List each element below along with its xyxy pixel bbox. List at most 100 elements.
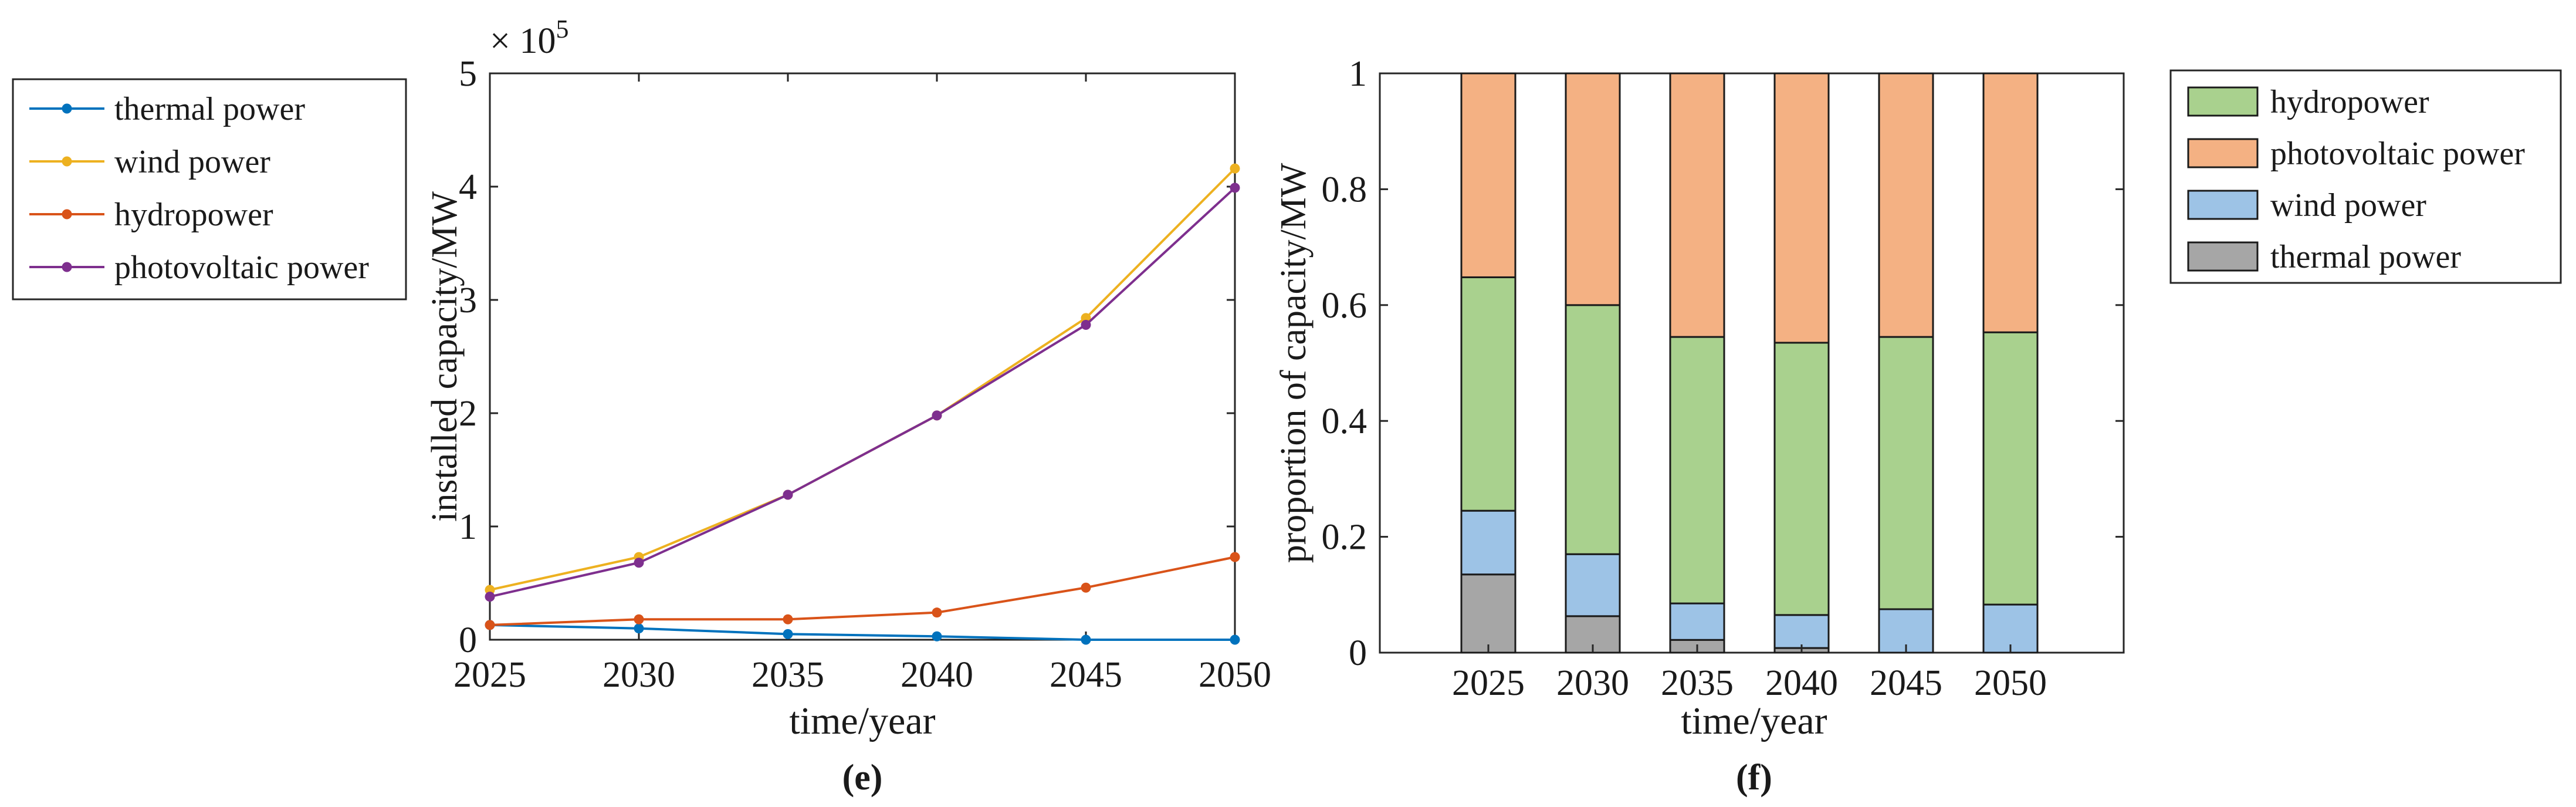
y-axis-label: proportion of capacity/MW (1274, 163, 1314, 563)
y-exponent-label: × 105 (490, 15, 568, 61)
bar-segment-wind-power (1460, 509, 1517, 576)
y-tick-label: 1 (459, 507, 477, 547)
data-point-thermal-power (634, 623, 644, 634)
series-line-thermal-power (489, 623, 1235, 641)
legend: hydropower photovoltaic power wind power th… (2169, 69, 2562, 284)
legend-item-hydropower: hydropower (29, 197, 273, 233)
legend-label: wind power (2270, 187, 2426, 224)
data-point-photovoltaic-power (485, 592, 495, 602)
data-point-thermal-power (1081, 634, 1091, 645)
x-tick-label: 2030 (1556, 663, 1629, 703)
legend-label: photovoltaic power (2270, 136, 2525, 172)
legend-item-thermal-power: thermal power (2187, 239, 2461, 275)
data-point-hydropower (783, 614, 793, 624)
y-tick-label: 0.8 (1322, 170, 1367, 210)
data-point-hydropower (1230, 552, 1240, 562)
x-tick-label: 2050 (1974, 663, 2047, 703)
bar-segment-photovoltaic-power (1982, 72, 2039, 333)
bar-segment-thermal-power (1460, 573, 1517, 654)
legend: thermal power wind power hydropower photovo… (12, 78, 407, 300)
panel-label-e: (e) (842, 758, 883, 798)
legend-swatch (2187, 138, 2259, 168)
legend-swatch-marker (62, 262, 72, 272)
x-tick-label: 2040 (901, 655, 973, 695)
data-point-wind-power (1230, 163, 1240, 174)
bar-segment-wind-power (1565, 553, 1621, 617)
data-point-thermal-power (1230, 634, 1240, 645)
data-point-photovoltaic-power (1081, 319, 1091, 330)
data-point-thermal-power (783, 629, 793, 639)
legend-label: hydropower (114, 197, 273, 233)
x-tick-label: 2035 (752, 655, 824, 695)
bar-segment-hydropower (1878, 336, 1934, 610)
bar-segment-photovoltaic-power (1460, 72, 1517, 278)
legend-swatch (2187, 86, 2259, 117)
bar-segment-photovoltaic-power (1878, 72, 1934, 338)
y-exponent-base: × 10 (490, 21, 556, 61)
y-tick-label: 0.6 (1322, 286, 1367, 326)
data-point-hydropower (485, 620, 495, 630)
data-point-hydropower (634, 614, 644, 624)
data-point-photovoltaic-power (1230, 183, 1240, 193)
bar-segment-hydropower (1669, 336, 1725, 605)
bar-segment-wind-power (1773, 614, 1830, 649)
legend-item-wind-power: wind power (2187, 187, 2426, 224)
data-point-photovoltaic-power (932, 410, 942, 421)
series-line-hydropower (489, 556, 1235, 626)
legend-swatch (2187, 241, 2259, 272)
x-axis-label: time/year (789, 700, 935, 742)
y-tick-label: 0 (1349, 633, 1367, 673)
stacked-bar-chart-panel: 0 0.2 0.4 0.6 0.8 1 2025 2030 2035 2040 2045 2050 ti… (1274, 54, 2562, 798)
panel-label-f: (f) (1736, 758, 1772, 798)
legend-swatch-marker (62, 209, 72, 220)
y-tick-label: 5 (459, 54, 477, 94)
legend-label: hydropower (2270, 84, 2429, 120)
legend-swatch (2187, 190, 2259, 220)
legend-item-thermal-power: thermal power (29, 91, 305, 127)
legend-item-photovoltaic-power: photovoltaic power (2187, 136, 2525, 172)
data-point-photovoltaic-power (783, 489, 793, 500)
x-axis-label: time/year (1681, 700, 1827, 742)
legend-box (12, 78, 407, 300)
x-tick-label: 2050 (1199, 655, 1271, 695)
y-tick-label: 4 (459, 167, 477, 207)
y-exponent-power: 5 (556, 15, 568, 43)
legend-label: wind power (114, 144, 270, 180)
legend-item-wind-power: wind power (29, 144, 270, 180)
data-point-thermal-power (932, 631, 942, 641)
legend-label: photovoltaic power (114, 249, 369, 286)
bar-segment-photovoltaic-power (1669, 72, 1725, 338)
legend-label: thermal power (2270, 239, 2461, 275)
bar-segment-photovoltaic-power (1773, 72, 1830, 344)
x-tick-label: 2045 (1870, 663, 1942, 703)
x-tick-label: 2025 (1452, 663, 1525, 703)
data-point-photovoltaic-power (634, 558, 644, 568)
legend-swatch-marker (62, 103, 72, 114)
y-tick-label: 0.4 (1322, 401, 1367, 441)
y-tick-label: 0.2 (1322, 518, 1367, 558)
x-tick-label: 2040 (1765, 663, 1838, 703)
bar-segment-hydropower (1773, 342, 1830, 616)
bar-segment-hydropower (1982, 331, 2039, 606)
legend-swatch-marker (62, 156, 72, 167)
series-line-photovoltaic-power (489, 187, 1236, 598)
x-tick-label: 2035 (1661, 663, 1734, 703)
y-tick-label: 0 (459, 620, 477, 660)
y-tick-label: 3 (459, 281, 477, 320)
y-tick-label: 1 (1349, 54, 1367, 94)
legend-label: thermal power (114, 91, 305, 127)
legend-item-hydropower: hydropower (2187, 84, 2429, 120)
y-tick-label: 2 (459, 394, 477, 434)
bar-segment-hydropower (1565, 304, 1621, 555)
x-tick-label: 2045 (1050, 655, 1122, 695)
x-tick-label: 2030 (602, 655, 675, 695)
data-point-hydropower (1081, 582, 1091, 593)
y-axis-label: installed capacity/MW (425, 191, 465, 522)
bar-segment-hydropower (1460, 276, 1517, 512)
plot-area-frame (489, 72, 1236, 641)
legend-item-photovoltaic-power: photovoltaic power (29, 249, 369, 286)
x-tick-label: 2025 (453, 655, 526, 695)
bar-segment-photovoltaic-power (1565, 72, 1621, 306)
